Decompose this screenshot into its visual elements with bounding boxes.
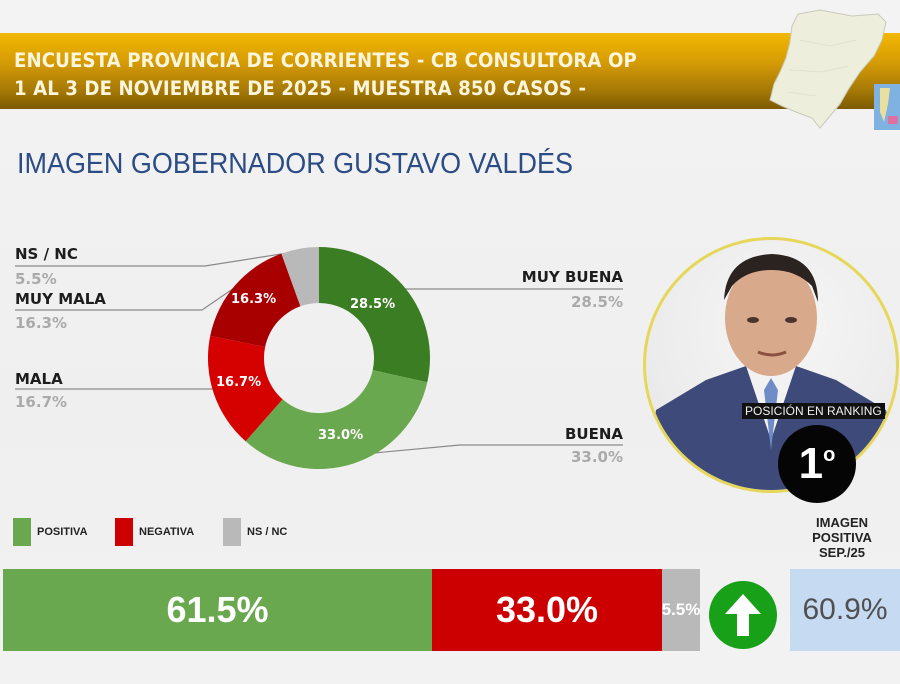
previous-positive-value: 60.9% <box>790 569 900 651</box>
previous-heading-line2: POSITIVA <box>812 530 872 545</box>
slice-mala <box>207 335 283 442</box>
value-muy-mala: 16.3% <box>15 314 68 332</box>
header-banner: ENCUESTA PROVINCIA DE CORRIENTES - CB CO… <box>0 33 900 109</box>
bar-positiva: 61.5% <box>3 569 432 651</box>
value-mala: 16.7% <box>15 393 68 411</box>
legend-negativa: NEGATIVA <box>115 518 194 546</box>
legend-label-negativa: NEGATIVA <box>139 526 195 538</box>
donut-label-mala: 16.7% <box>216 375 262 390</box>
legend-label-positiva: POSITIVA <box>37 526 88 538</box>
bar-value-ns-nc: 5.5% <box>661 600 701 619</box>
donut-label-buena: 33.0% <box>318 428 364 443</box>
ranking-ordinal: o <box>823 443 836 466</box>
bar-ns-nc: 5.5% <box>662 569 700 651</box>
label-ns-nc: NS / NC <box>15 245 78 263</box>
bar-value-negativa: 33.0% <box>495 589 599 630</box>
value-ns-nc: 5.5% <box>15 270 57 288</box>
person-photo-icon <box>646 254 896 490</box>
ranking-label: POSICIÓN EN RANKING <box>742 403 885 419</box>
slice-muy-buena <box>319 247 430 383</box>
previous-value-text: 60.9% <box>802 593 888 626</box>
swatch-ns-nc <box>223 518 241 546</box>
label-muy-buena: MUY BUENA <box>521 268 623 286</box>
slice-muy-mala <box>210 253 301 347</box>
previous-heading: IMAGEN POSITIVA SEP./25 <box>792 515 892 560</box>
donut-label-muy-buena: 28.5% <box>350 297 396 312</box>
legend-positiva: POSITIVA <box>13 518 88 546</box>
bar-value-positiva: 61.5% <box>166 589 269 630</box>
slice-ns-nc <box>281 247 319 307</box>
previous-heading-line1: IMAGEN <box>816 515 868 530</box>
label-mala: MALA <box>15 370 63 388</box>
legend-label-ns-nc: NS / NC <box>247 526 288 538</box>
value-buena: 33.0% <box>570 448 623 466</box>
label-buena: BUENA <box>564 425 623 443</box>
bar-negativa: 33.0% <box>432 569 662 651</box>
survey-title: ENCUESTA PROVINCIA DE CORRIENTES - CB CO… <box>14 49 637 72</box>
swatch-negativa <box>115 518 133 546</box>
value-muy-buena: 28.5% <box>570 293 623 311</box>
survey-subtitle: 1 AL 3 DE NOVIEMBRE DE 2025 - MUESTRA 85… <box>14 77 587 100</box>
donut-chart <box>207 247 430 470</box>
governor-photo <box>643 237 899 493</box>
ranking-position: 1 <box>798 439 824 488</box>
trend-up-icon <box>709 581 777 649</box>
page-title: IMAGEN GOBERNADOR GUSTAVO VALDÉS <box>17 148 573 180</box>
label-muy-mala: MUY MALA <box>15 290 106 308</box>
donut-label-muy-mala: 16.3% <box>231 292 277 307</box>
slice-buena <box>245 370 428 470</box>
corrientes-province-map-icon <box>760 0 900 140</box>
swatch-positiva <box>13 518 31 546</box>
legend-ns-nc: NS / NC <box>223 518 287 546</box>
previous-heading-line3: SEP./25 <box>818 545 866 560</box>
